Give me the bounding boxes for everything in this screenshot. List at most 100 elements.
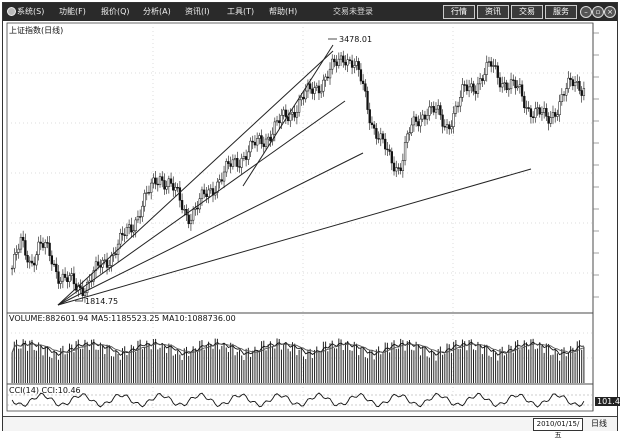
candle xyxy=(520,80,524,102)
candle xyxy=(189,213,193,231)
candle xyxy=(70,267,73,281)
candle xyxy=(456,101,460,113)
service-button[interactable]: 服务 xyxy=(545,5,577,19)
candle xyxy=(359,63,363,85)
candle xyxy=(478,73,482,91)
candle xyxy=(470,77,473,94)
candle xyxy=(114,246,118,259)
candle xyxy=(373,121,376,135)
candle xyxy=(242,151,246,162)
candle xyxy=(353,58,356,74)
candle xyxy=(384,133,387,156)
candle xyxy=(370,116,374,129)
candle xyxy=(377,131,380,144)
candle xyxy=(461,77,464,102)
menu-system[interactable]: 系统(S) xyxy=(17,7,45,16)
candle xyxy=(41,237,45,251)
candle xyxy=(523,91,526,113)
candle xyxy=(26,250,29,269)
price-axis xyxy=(593,32,599,298)
candle xyxy=(529,105,533,124)
news-button[interactable]: 资讯 xyxy=(477,5,509,19)
candle xyxy=(348,56,352,64)
cci-value-badge: 101.4 xyxy=(595,397,620,406)
candle xyxy=(238,159,241,173)
candle xyxy=(267,133,270,146)
candle xyxy=(547,112,550,131)
candle xyxy=(573,76,577,92)
candle xyxy=(262,136,265,154)
candle xyxy=(13,248,16,273)
candle xyxy=(326,70,329,81)
volume-ma5-line xyxy=(11,341,584,357)
candle xyxy=(392,156,396,176)
menu-function[interactable]: 功能(F) xyxy=(59,7,86,16)
candle xyxy=(37,236,40,261)
candle xyxy=(443,119,446,131)
candle xyxy=(344,55,347,71)
candle xyxy=(17,243,20,259)
market-button[interactable]: 行情 xyxy=(443,5,475,19)
candle xyxy=(147,185,151,196)
cci-line xyxy=(11,392,585,408)
candle xyxy=(163,173,166,195)
candle xyxy=(251,135,254,150)
candle xyxy=(136,210,140,224)
candle xyxy=(518,77,522,94)
candle xyxy=(209,184,212,194)
candle xyxy=(127,219,131,235)
volume-ma10-line xyxy=(11,343,584,354)
candle xyxy=(445,119,449,134)
candle xyxy=(474,85,477,101)
candle xyxy=(260,129,263,149)
candle xyxy=(379,127,382,147)
candle xyxy=(231,154,235,170)
candle xyxy=(560,88,563,106)
candle xyxy=(156,177,159,192)
candle xyxy=(79,279,82,294)
candle xyxy=(63,267,67,281)
candle xyxy=(452,106,455,134)
candle xyxy=(490,56,493,73)
candle xyxy=(432,101,435,116)
trendline-2 xyxy=(57,100,346,306)
trade-button[interactable]: 交易 xyxy=(511,5,543,19)
candle xyxy=(236,151,239,172)
candle xyxy=(437,99,440,115)
candle xyxy=(346,53,349,73)
restore-icon[interactable]: ▫ xyxy=(592,6,604,18)
candle xyxy=(565,82,568,102)
candle xyxy=(430,102,433,114)
candle xyxy=(222,165,226,189)
candle xyxy=(536,101,539,116)
candle xyxy=(487,56,491,68)
candle xyxy=(55,257,58,279)
candle xyxy=(220,172,223,185)
candle xyxy=(426,108,429,125)
high-price-label: 3478.01 xyxy=(339,35,373,44)
candle xyxy=(339,51,343,66)
menu-info[interactable]: 资讯(I) xyxy=(185,7,210,16)
menu-tools[interactable]: 工具(T) xyxy=(227,7,255,16)
candle xyxy=(253,135,257,149)
menu-help[interactable]: 帮助(H) xyxy=(269,7,298,16)
close-icon[interactable]: × xyxy=(604,6,616,18)
candle xyxy=(108,259,111,272)
chart-title: 上证指数(日线) xyxy=(9,26,64,35)
candle xyxy=(509,72,513,94)
candle xyxy=(554,108,557,123)
candle xyxy=(516,80,519,91)
minimize-icon[interactable]: – xyxy=(580,6,592,18)
candle xyxy=(284,104,288,124)
menu-quote[interactable]: 报价(Q) xyxy=(101,7,130,16)
candle xyxy=(512,74,515,86)
menu-analysis[interactable]: 分析(A) xyxy=(143,7,171,16)
candle xyxy=(207,185,210,204)
candle xyxy=(476,76,480,98)
trendline-3 xyxy=(57,152,364,306)
period-label[interactable]: 日线 xyxy=(591,419,607,428)
candle xyxy=(196,200,199,216)
candle xyxy=(52,260,56,268)
candle xyxy=(227,155,230,170)
candle xyxy=(150,178,153,200)
